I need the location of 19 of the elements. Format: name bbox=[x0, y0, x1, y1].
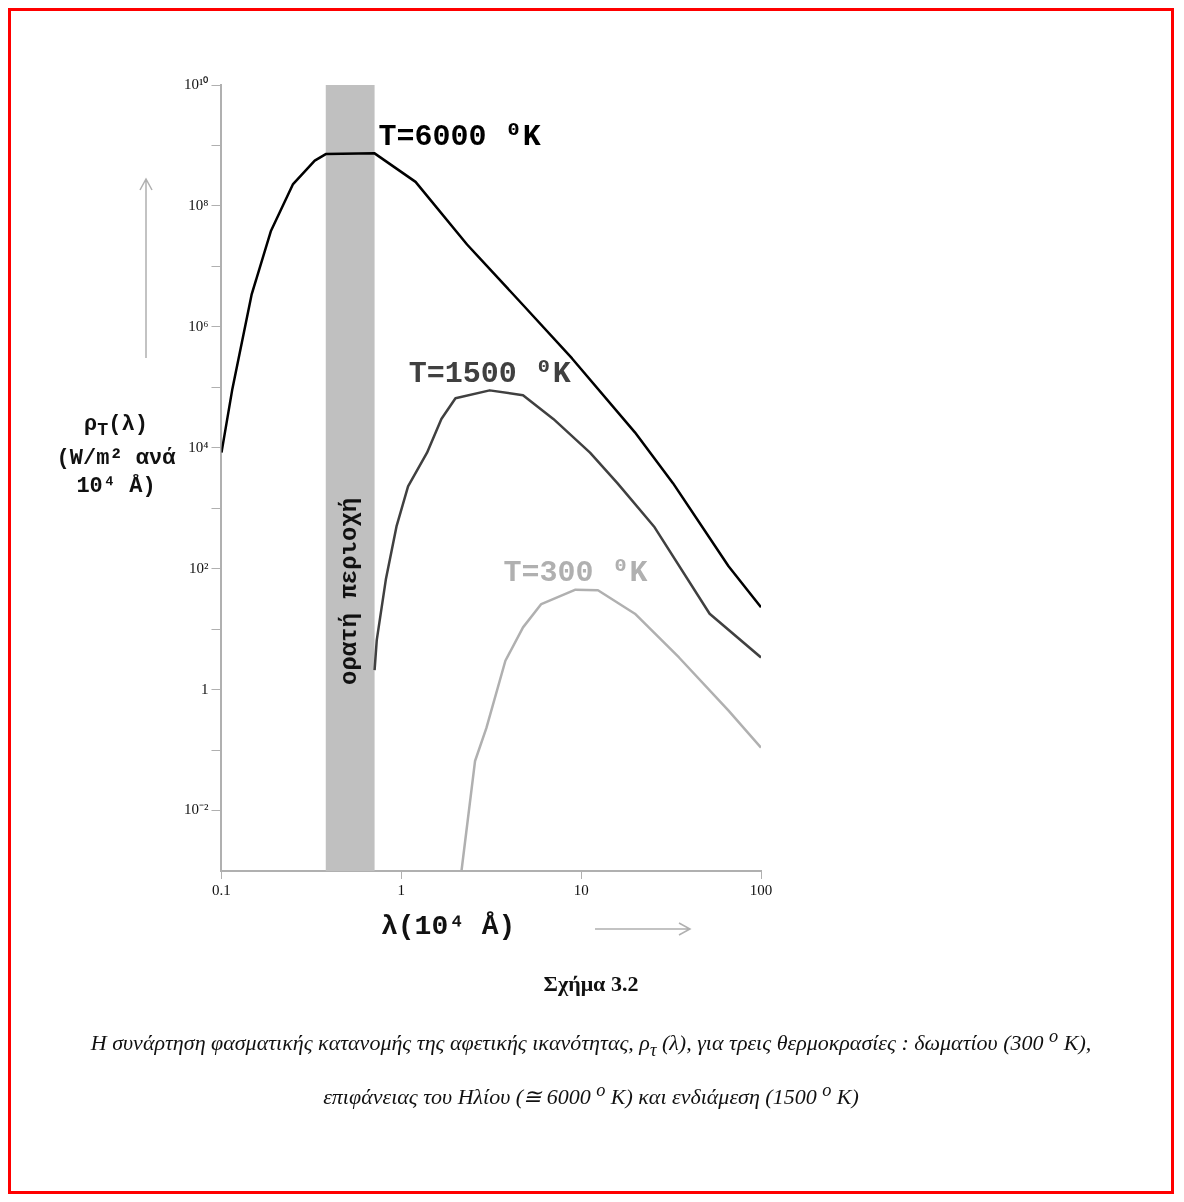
x-tick-label: 0.1 bbox=[212, 881, 231, 898]
series-label: T=300 ⁰K bbox=[503, 556, 648, 591]
series-label: T=6000 ⁰K bbox=[378, 119, 541, 154]
y-tick-label: 10² bbox=[189, 559, 209, 576]
x-tick-label: 1 bbox=[397, 881, 406, 898]
x-tick-label: 100 bbox=[749, 881, 773, 898]
x-axis-title: λ(10⁴ Å) bbox=[381, 911, 516, 942]
series-label: T=1500 ⁰K bbox=[408, 356, 571, 391]
y-axis-title: ρ$_{T}$(λ) (W/m² ανά 10⁴ Å) bbox=[55, 411, 177, 502]
band-label: ορατή περιοχή bbox=[336, 497, 364, 685]
y-tick-label: 1 bbox=[201, 680, 209, 697]
y-tick-label: 10⁻² bbox=[184, 801, 209, 818]
x-tick-label: 10 bbox=[573, 881, 589, 898]
y-tick-label: 10⁴ bbox=[188, 438, 209, 455]
y-tick-label: 10¹⁰ bbox=[184, 75, 209, 92]
y-tick-label: 10⁸ bbox=[188, 196, 209, 213]
text: Σχήμα 3.2 bbox=[542, 971, 640, 997]
y-tick-label: 10⁶ bbox=[188, 317, 209, 334]
text: Η συνάρτηση φασματικής κατανομής της αφετικής ικανότητας, ρ$_{τ}$ (λ), για τρεις θερμοκρασίες : δωματίου (300 $^{o}$ K), επιφάνειας του Ηλίου (≅ 6000 $^{o}$ K) και ενδιάμεση (1500 $^{o}$ K) bbox=[90, 1026, 1092, 1110]
